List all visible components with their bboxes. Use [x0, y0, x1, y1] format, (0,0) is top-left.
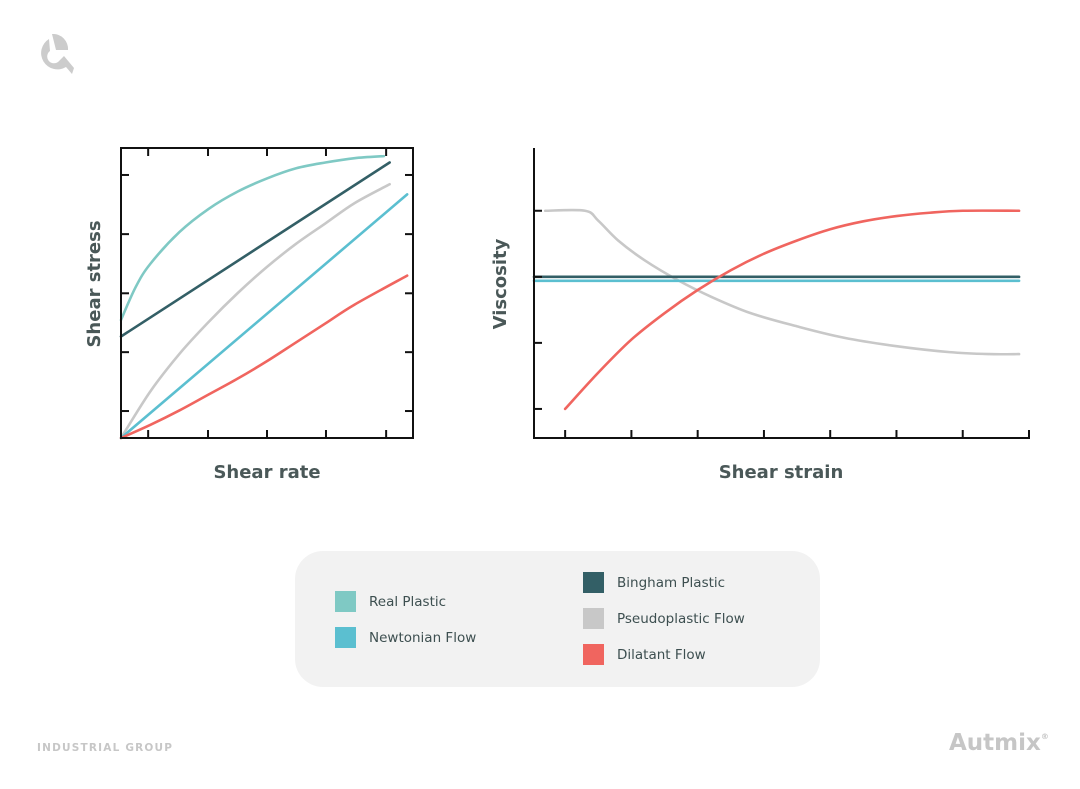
- legend-swatch: [583, 644, 604, 665]
- autmix-c-logo-icon: [41, 34, 74, 74]
- series-line-pseudoplastic-flow: [543, 208, 1021, 356]
- y-axis-label-shear-stress: Shear stress: [84, 220, 105, 347]
- series-line-bingham-plastic: [119, 161, 391, 338]
- series-line-pseudoplastic-flow: [119, 182, 391, 440]
- legend-item-dilatant-flow: Dilatant Flow: [583, 644, 706, 665]
- legend-swatch: [335, 627, 356, 648]
- series-line-newtonian-flow: [119, 193, 409, 440]
- legend-swatch: [583, 608, 604, 629]
- series-line-dilatant-flow: [563, 209, 1021, 411]
- plot-frame: [120, 147, 414, 439]
- axes: [533, 148, 1030, 439]
- shear-stress-vs-rate-chart: [119, 147, 414, 440]
- legend-label: Bingham Plastic: [617, 574, 726, 591]
- x-axis-label-shear-rate: Shear rate: [213, 462, 320, 483]
- footer-tagline: INDUSTRIAL GROUP: [37, 742, 174, 754]
- series-line-real-plastic: [119, 154, 386, 322]
- viscosity-vs-strain-chart: [532, 148, 1030, 439]
- legend-item-pseudoplastic-flow: Pseudoplastic Flow: [583, 608, 745, 629]
- legend-swatch: [335, 591, 356, 612]
- legend-item-real-plastic: Real Plastic: [335, 591, 446, 612]
- registered-mark: ®: [1040, 732, 1049, 741]
- legend-label: Real Plastic: [369, 593, 447, 610]
- legend-item-bingham-plastic: Bingham Plastic: [583, 572, 725, 593]
- legend-label: Pseudoplastic Flow: [617, 610, 745, 627]
- legend-item-newtonian-flow: Newtonian Flow: [335, 627, 476, 648]
- series-line-dilatant-flow: [119, 274, 409, 440]
- brand-name: Autmix: [949, 730, 1041, 756]
- x-axis-label-shear-strain: Shear strain: [719, 462, 844, 483]
- brand-wordmark: Autmix®: [949, 730, 1049, 756]
- legend-swatch: [583, 572, 604, 593]
- legend-label: Newtonian Flow: [369, 629, 477, 646]
- y-axis-label-viscosity: Viscosity: [490, 238, 511, 329]
- legend: Real Plastic Newtonian Flow Bingham Plas…: [295, 551, 820, 687]
- legend-label: Dilatant Flow: [617, 646, 706, 663]
